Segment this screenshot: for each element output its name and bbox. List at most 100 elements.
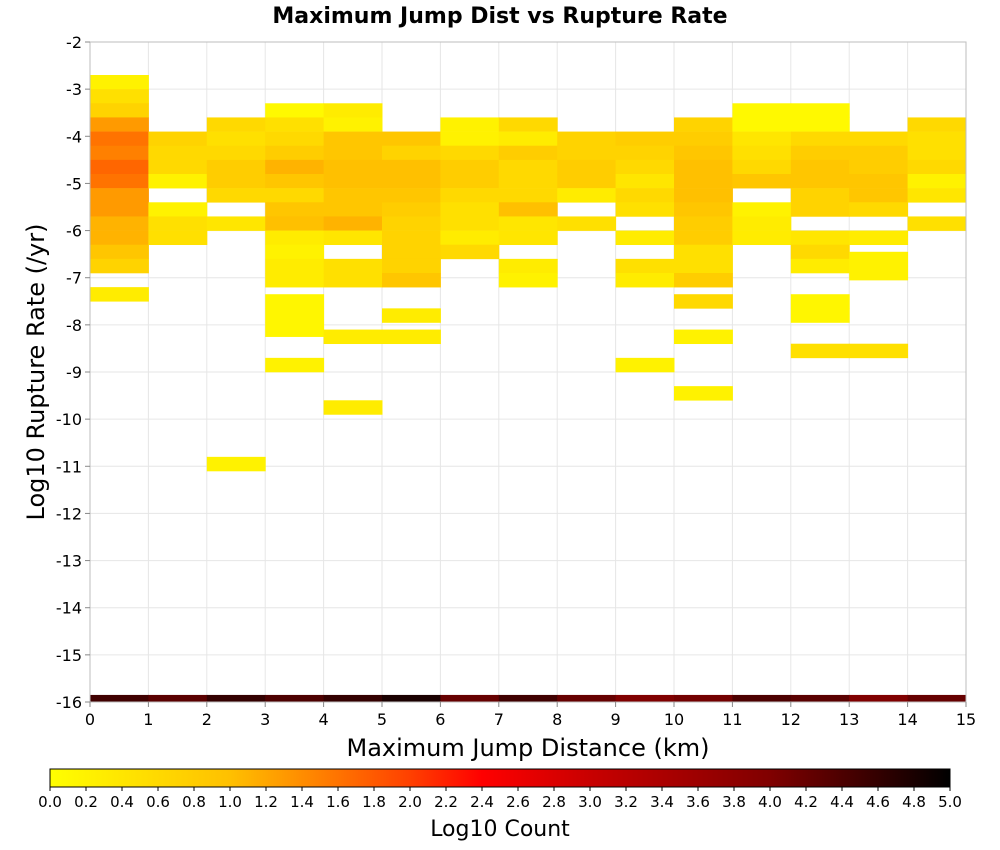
heatmap-cell: [382, 694, 441, 703]
heatmap-cell: [90, 103, 149, 118]
colorbar-label: Log10 Count: [430, 817, 570, 842]
heatmap-cell: [674, 117, 733, 132]
heatmap-cell: [498, 230, 558, 246]
heatmap-cell: [148, 131, 208, 147]
x-tick-label: 9: [611, 710, 621, 729]
heatmap-cell: [265, 308, 325, 323]
heatmap-cell: [206, 174, 266, 189]
heatmap-cell: [148, 230, 208, 246]
heatmap-cell: [382, 230, 441, 246]
heatmap-cell: [849, 159, 909, 175]
y-tick-label: -3: [66, 80, 82, 99]
colorbar-tick-label: 1.8: [362, 793, 386, 811]
heatmap-cell: [323, 159, 383, 175]
heatmap-cell: [265, 230, 325, 246]
heatmap-cell: [90, 131, 149, 147]
heatmap-cell: [615, 202, 675, 217]
heatmap-cell: [498, 258, 558, 274]
y-tick-label: -2: [66, 33, 82, 52]
colorbar-tick-label: 0.4: [110, 793, 134, 811]
heatmap-cell: [732, 145, 792, 161]
x-tick-label: 5: [377, 710, 387, 729]
heatmap-cell: [674, 258, 733, 274]
y-tick-label: -11: [56, 457, 82, 476]
heatmap-cell: [557, 694, 617, 703]
heatmap-cell: [849, 131, 909, 147]
y-tick-label: -5: [66, 174, 82, 193]
heatmap-cell: [498, 174, 558, 189]
heatmap-cell: [90, 244, 149, 260]
y-tick-label: -14: [56, 599, 82, 618]
colorbar-tick-label: 3.8: [722, 793, 746, 811]
heatmap-cell: [90, 89, 149, 104]
heatmap-cell: [674, 216, 733, 231]
heatmap-cell: [907, 117, 967, 132]
heatmap-cell: [907, 159, 967, 175]
heatmap-cell: [849, 694, 909, 703]
y-tick-label: -6: [66, 222, 82, 241]
heatmap-cell: [382, 131, 441, 147]
heatmap-cell: [148, 145, 208, 161]
heatmap-cell: [440, 117, 500, 132]
x-tick-label: 15: [956, 710, 976, 729]
heatmap-cell: [90, 258, 149, 274]
heatmap-cell: [790, 294, 850, 309]
heatmap-cell: [148, 174, 208, 189]
x-tick-label: 4: [319, 710, 329, 729]
heatmap-cell: [674, 273, 733, 288]
heatmap-cell: [849, 343, 909, 359]
heatmap-cell: [90, 202, 149, 217]
heatmap-cell: [440, 131, 500, 147]
heatmap-cell: [732, 202, 792, 217]
heatmap-cell: [790, 103, 850, 118]
heatmap-cell: [498, 131, 558, 147]
heatmap-cell: [790, 131, 850, 147]
heatmap-cell: [732, 131, 792, 147]
x-tick-label: 1: [143, 710, 153, 729]
heatmap-cell: [615, 131, 675, 147]
heatmap-cell: [90, 75, 149, 90]
x-tick-label: 13: [839, 710, 859, 729]
heatmap-cell: [323, 273, 383, 288]
heatmap-cell: [206, 131, 266, 147]
heatmap-cell: [440, 230, 500, 246]
heatmap-cell: [674, 202, 733, 217]
heatmap-cell: [440, 694, 500, 703]
heatmap-cell: [382, 202, 441, 217]
heatmap-cell: [206, 145, 266, 161]
colorbar-tick-label: 1.2: [254, 793, 278, 811]
heatmap-cell: [498, 188, 558, 203]
heatmap-cell: [790, 230, 850, 246]
heatmap-cell: [732, 103, 792, 118]
heatmap-cell: [849, 251, 909, 267]
heatmap-cell: [732, 230, 792, 246]
heatmap-cell: [323, 400, 383, 415]
heatmap-cell: [382, 188, 441, 203]
colorbar-tick-label: 2.8: [542, 793, 566, 811]
heatmap-cell: [265, 202, 325, 217]
heatmap-cell: [790, 258, 850, 274]
heatmap-cell: [265, 188, 325, 203]
x-tick-label: 8: [552, 710, 562, 729]
heatmap-cell: [615, 159, 675, 175]
heatmap-cell: [849, 202, 909, 217]
colorbar-tick-label: 4.4: [830, 793, 854, 811]
heatmap-cell: [615, 230, 675, 246]
heatmap-cell: [498, 216, 558, 231]
heatmap-cell: [382, 329, 441, 345]
heatmap-cell: [498, 159, 558, 175]
heatmap-cells: [90, 75, 967, 703]
heatmap-cell: [674, 174, 733, 189]
heatmap-cell: [206, 188, 266, 203]
heatmap-cell: [323, 103, 383, 118]
x-tick-label: 10: [664, 710, 684, 729]
colorbar-tick-label: 0.0: [38, 793, 62, 811]
x-tick-label: 2: [202, 710, 212, 729]
y-tick-label: -10: [56, 410, 82, 429]
heatmap-cell: [206, 159, 266, 175]
heatmap-cell: [323, 188, 383, 203]
colorbar-ticks: 0.0 0.2 0.4 0.6 0.8 1.0 1.2 1.4 1.6 1.8 2.0 2.2 2.4 2…: [38, 787, 962, 811]
heatmap-cell: [790, 202, 850, 217]
heatmap-cell: [265, 357, 325, 373]
